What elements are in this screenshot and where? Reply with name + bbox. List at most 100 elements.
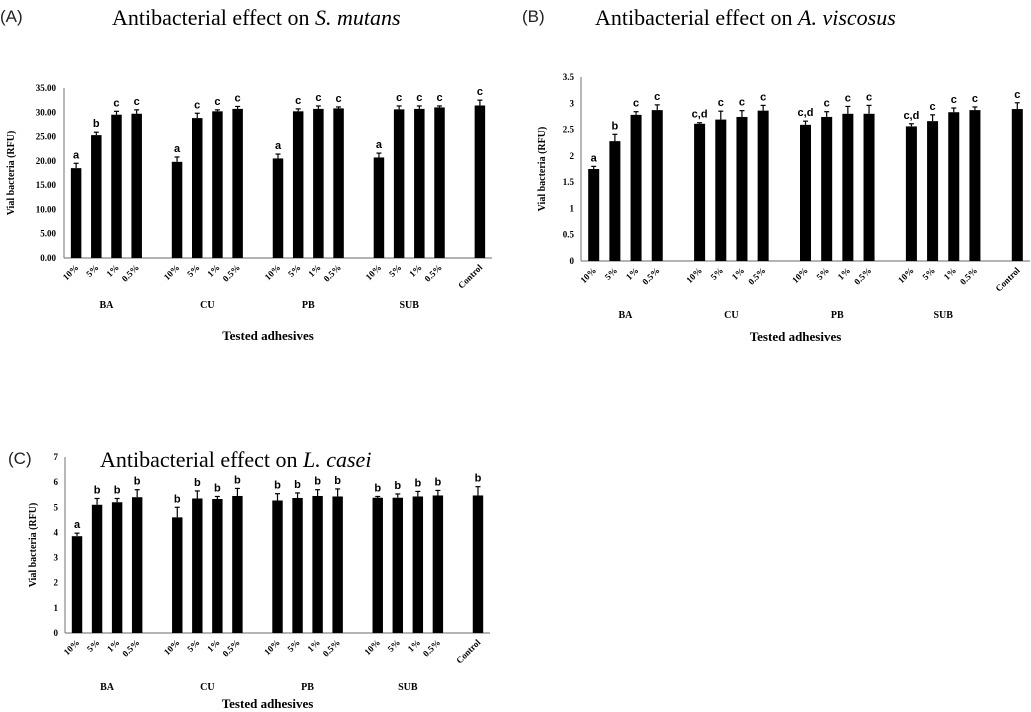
group-label: CU (200, 682, 214, 693)
significance-letter: b (274, 480, 281, 492)
bar (71, 536, 83, 633)
significance-letter: c (739, 97, 745, 109)
bar (172, 517, 183, 633)
group-label: SUB (398, 682, 418, 693)
x-tick-label: 5% (709, 265, 726, 282)
bar (588, 169, 600, 261)
group-label: PB (301, 682, 314, 693)
bar (392, 497, 403, 633)
bar (232, 108, 243, 258)
significance-letter: c (824, 98, 830, 110)
bar (821, 116, 833, 261)
chart-title-prefix: Antibacterial effect on (100, 447, 303, 472)
chart-title-species: S. mutans (315, 5, 401, 30)
significance-letter: c (416, 92, 422, 104)
bar (414, 108, 425, 258)
bar (905, 126, 917, 261)
bar (232, 495, 243, 633)
bar (312, 495, 323, 633)
chart-title-prefix: Antibacterial effect on (595, 5, 798, 30)
x-axis-label: Tested adhesives (222, 696, 314, 711)
bar (212, 111, 223, 258)
y-tick-label: 0 (570, 256, 575, 266)
significance-letter: c (134, 96, 140, 108)
x-tick-label: 10% (162, 637, 182, 657)
chart-title: Antibacterial effect on S. mutans (112, 5, 401, 30)
significance-letter: c (951, 94, 957, 106)
group-label: PB (831, 310, 844, 321)
group-label: CU (200, 300, 214, 311)
bar (292, 111, 304, 258)
significance-letter: b (314, 476, 321, 488)
y-tick-label: 1.5 (563, 177, 575, 187)
significance-letter: c (436, 92, 442, 104)
bar (969, 110, 981, 262)
bar (192, 498, 203, 633)
x-tick-label: 10% (578, 265, 598, 285)
x-tick-label: 10% (61, 262, 81, 282)
bar (432, 495, 444, 633)
bar (651, 110, 663, 262)
x-tick-label: 0.5% (958, 265, 979, 286)
x-tick-label: 5% (285, 637, 302, 654)
significance-letter: b (134, 476, 141, 488)
significance-letter: b (374, 482, 381, 494)
x-tick-label: 0.5% (321, 637, 342, 658)
y-tick-label: 1 (570, 203, 575, 213)
group-label: BA (100, 682, 115, 693)
bar (91, 504, 103, 633)
y-axis-label: Vial bacteria (RFU) (6, 131, 17, 216)
bar (694, 123, 706, 261)
bar (927, 121, 939, 261)
significance-letter: c (718, 97, 724, 109)
bar (736, 116, 748, 261)
significance-letter: c (972, 93, 978, 105)
x-tick-label: 5% (84, 262, 101, 279)
bar (715, 119, 727, 261)
bar (171, 161, 183, 258)
significance-letter: c,d (903, 110, 919, 122)
x-tick-label: 10% (790, 265, 810, 285)
significance-letter: c (336, 93, 342, 105)
significance-letter: c (866, 91, 872, 103)
x-tick-label: 5% (814, 265, 831, 282)
significance-letter: c (214, 96, 220, 108)
significance-letter: b (194, 477, 201, 489)
chart-title: Antibacterial effect on L. casei (100, 447, 371, 472)
group-label: SUB (933, 310, 953, 321)
y-tick-label: 10.00 (36, 204, 57, 214)
y-tick-label: 15.00 (36, 180, 57, 190)
y-axis-label: Vial bacteria (RFU) (537, 127, 548, 212)
significance-letter: a (275, 140, 282, 152)
x-tick-label: 0.5% (421, 637, 442, 658)
significance-letter: a (591, 152, 598, 164)
x-tick-label: 1% (942, 265, 959, 282)
panel-label: (A) (0, 7, 23, 26)
bar (757, 110, 769, 261)
group-label: BA (619, 310, 634, 321)
bar (474, 105, 486, 258)
bar (609, 141, 621, 261)
bar (313, 108, 324, 258)
significance-letter: c (194, 99, 200, 111)
significance-letter: c (315, 92, 321, 104)
chart-title-prefix: Antibacterial effect on (112, 5, 315, 30)
bar (70, 168, 82, 258)
y-tick-label: 2 (54, 578, 59, 588)
bar (393, 109, 405, 258)
x-tick-label: 1% (407, 262, 424, 279)
significance-letter: c (295, 95, 301, 107)
group-label: PB (302, 300, 315, 311)
y-tick-label: 3 (570, 98, 575, 108)
x-axis-label: Tested adhesives (750, 329, 842, 344)
x-tick-label: Control (454, 637, 483, 666)
y-tick-label: 5.00 (40, 229, 56, 239)
x-tick-label: 10% (896, 265, 916, 285)
significance-letter: b (93, 118, 100, 130)
bar (799, 124, 812, 261)
x-tick-label: 10% (162, 262, 182, 282)
bar (630, 114, 642, 261)
y-tick-label: 3 (54, 553, 59, 563)
bar (111, 114, 122, 258)
y-tick-label: 20.00 (36, 156, 57, 166)
